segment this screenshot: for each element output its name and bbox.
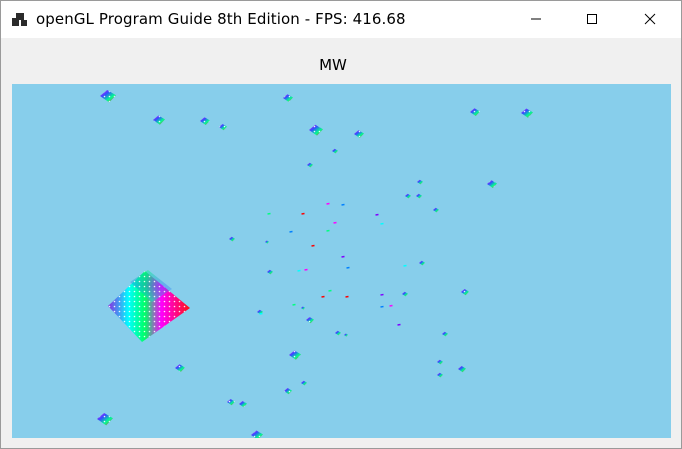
distant-cube	[380, 305, 384, 308]
rotating-cube	[417, 179, 423, 185]
rotating-cube	[251, 430, 263, 438]
rotating-cube	[332, 148, 338, 154]
rotating-cube	[354, 130, 364, 138]
rotating-cube	[227, 399, 235, 406]
rotating-cube	[265, 240, 269, 244]
distant-cube	[301, 212, 305, 215]
rotating-cube	[437, 372, 443, 378]
rotating-cube	[200, 117, 210, 125]
distant-cube	[259, 312, 263, 315]
client-area: MW	[1, 38, 681, 448]
mw-label: MW	[319, 56, 347, 74]
rotating-cube	[437, 359, 443, 365]
rotating-cube	[175, 364, 185, 372]
distant-cube	[289, 230, 293, 233]
rotating-cube	[229, 236, 235, 242]
distant-cube	[267, 212, 271, 215]
large-rotating-cube	[108, 270, 190, 342]
distant-cube	[297, 269, 301, 272]
distant-cube	[403, 264, 407, 267]
distant-cube	[341, 255, 345, 258]
maximize-button[interactable]	[569, 1, 615, 38]
rotating-cube	[284, 388, 292, 395]
window-title: openGL Program Guide 8th Edition - FPS: …	[36, 10, 406, 28]
rotating-cube	[470, 108, 480, 116]
distant-cube	[341, 203, 345, 206]
distant-cube	[380, 222, 384, 225]
distant-cube	[292, 303, 296, 306]
distant-cube	[346, 266, 350, 269]
rotating-cube	[416, 193, 422, 199]
rotating-cube	[153, 115, 165, 125]
distant-cube	[375, 213, 379, 216]
rotating-cube	[521, 108, 533, 118]
minimize-icon	[530, 10, 542, 29]
distant-cube	[304, 268, 308, 271]
rotating-cube	[433, 207, 439, 213]
distant-cube	[397, 323, 401, 326]
distant-cube	[389, 304, 393, 307]
rotating-cube	[283, 94, 293, 102]
rotating-cube	[239, 401, 247, 408]
rotating-cube	[301, 306, 305, 310]
close-icon	[644, 10, 656, 29]
rotating-cube	[301, 380, 307, 386]
rotating-cube	[402, 291, 408, 297]
rotating-cube	[442, 331, 448, 337]
rotating-cube	[219, 124, 227, 131]
distant-cube	[321, 295, 325, 298]
rotating-cube	[487, 180, 497, 188]
rotating-cube	[289, 350, 301, 360]
rotating-cube	[307, 162, 313, 168]
rotating-cube	[458, 366, 466, 373]
opengl-viewport[interactable]	[12, 84, 671, 438]
rotating-cube	[461, 289, 469, 296]
rotating-cube	[267, 269, 273, 275]
rotating-cube	[100, 90, 116, 103]
rotating-cube	[335, 330, 341, 336]
rotating-cube	[419, 260, 425, 266]
opengl-scene	[97, 90, 533, 438]
rotating-cube	[405, 193, 411, 199]
distant-cube	[326, 202, 330, 205]
distant-cube	[328, 289, 332, 292]
distant-cube	[333, 221, 337, 224]
distant-cube	[380, 293, 384, 296]
rotating-cube	[309, 124, 323, 136]
title-bar[interactable]: openGL Program Guide 8th Edition - FPS: …	[1, 1, 681, 38]
distant-cube	[311, 244, 315, 247]
minimize-button[interactable]	[513, 1, 559, 38]
rotating-cube	[97, 413, 113, 426]
maximize-icon	[586, 10, 598, 29]
windows-app-icon	[12, 12, 28, 28]
rotating-cube	[344, 333, 348, 337]
distant-cube	[326, 229, 330, 232]
close-button[interactable]	[627, 1, 673, 38]
rotating-cube	[306, 317, 314, 324]
distant-cube	[345, 295, 349, 298]
